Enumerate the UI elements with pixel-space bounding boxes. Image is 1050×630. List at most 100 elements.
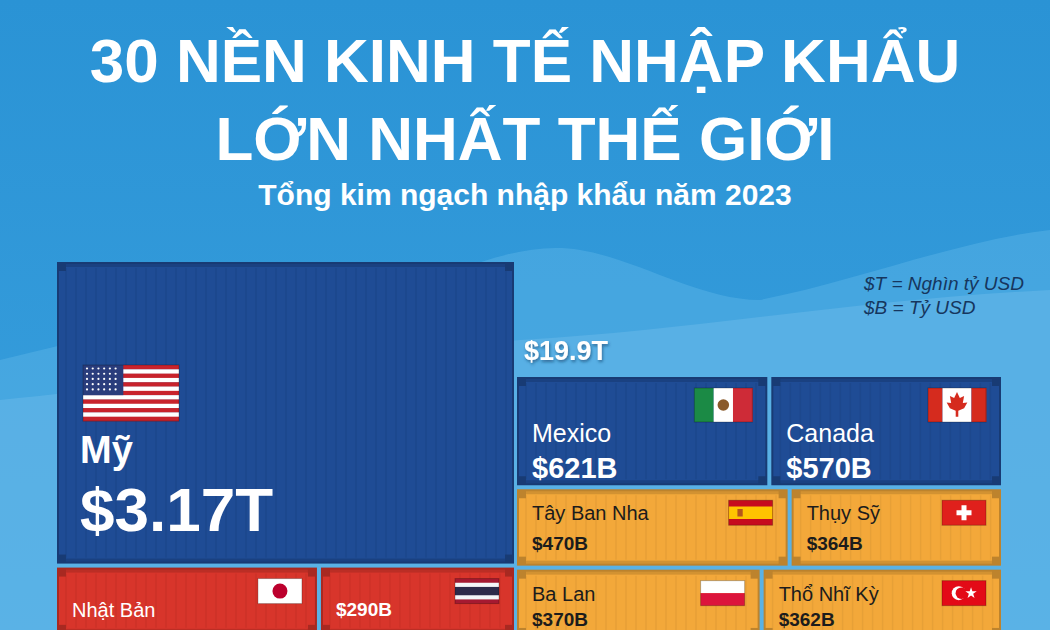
container-corner bbox=[992, 571, 1000, 579]
box-labels: $290B bbox=[336, 579, 499, 620]
flag-part bbox=[455, 583, 499, 600]
flag-part bbox=[83, 404, 179, 409]
data-label: $621B bbox=[532, 452, 617, 484]
flag-part bbox=[455, 579, 499, 604]
flag-border bbox=[942, 500, 986, 525]
container-rib bbox=[900, 383, 902, 479]
container-rib bbox=[75, 268, 77, 558]
box-labels: Mỹ$3.17T bbox=[80, 365, 273, 544]
flag-part bbox=[97, 367, 99, 369]
container-corner bbox=[772, 476, 780, 484]
container-rib bbox=[625, 383, 627, 479]
category-label: Ba Lan bbox=[532, 583, 595, 605]
container-rib bbox=[940, 495, 942, 559]
container-rib bbox=[235, 574, 237, 628]
container-corner bbox=[505, 569, 513, 577]
container-rib bbox=[415, 268, 417, 558]
container-box bbox=[58, 569, 316, 630]
container-rib bbox=[615, 576, 617, 630]
flag-part bbox=[103, 388, 105, 390]
flag-part bbox=[92, 388, 94, 390]
container-corner bbox=[58, 625, 66, 630]
container-rib bbox=[505, 268, 507, 558]
container-rail bbox=[518, 571, 759, 575]
container-rib bbox=[155, 574, 157, 628]
container-corner bbox=[58, 569, 66, 577]
flag-part bbox=[97, 383, 99, 385]
flag-part bbox=[733, 388, 753, 422]
container-rib bbox=[595, 576, 597, 630]
box-labels: Thụy Sỹ$364B bbox=[807, 500, 986, 554]
container-rib bbox=[920, 495, 922, 559]
flag-part bbox=[83, 399, 179, 404]
container-rib bbox=[175, 574, 177, 628]
container-rib bbox=[645, 576, 647, 630]
container-rib bbox=[685, 383, 687, 479]
category-label: Mỹ bbox=[80, 429, 133, 471]
box-labels: Mexico$621B bbox=[532, 388, 753, 484]
flag bbox=[729, 500, 773, 525]
flag-part bbox=[714, 388, 733, 422]
container-box bbox=[322, 569, 513, 630]
container-rib bbox=[295, 268, 297, 558]
container bbox=[518, 490, 787, 564]
flag-part bbox=[737, 509, 742, 517]
container-corner bbox=[518, 378, 526, 386]
flag-part bbox=[86, 373, 88, 375]
box-labels: Thổ Nhĩ Kỳ$362B bbox=[779, 581, 986, 630]
flag-border bbox=[694, 388, 752, 422]
container-rib bbox=[195, 574, 197, 628]
flag-part bbox=[97, 373, 99, 375]
flag-border bbox=[258, 579, 302, 604]
container-rib bbox=[525, 495, 527, 559]
container-rail bbox=[518, 561, 787, 565]
data-label: $570B bbox=[786, 452, 871, 484]
container-rib bbox=[800, 495, 802, 559]
flag-part bbox=[455, 587, 499, 595]
flag-part bbox=[729, 500, 773, 525]
container-rib bbox=[655, 383, 657, 479]
flag bbox=[258, 579, 302, 604]
category-label: Thổ Nhĩ Kỳ bbox=[779, 583, 879, 605]
container-rib bbox=[399, 574, 401, 628]
container-rib bbox=[305, 574, 307, 628]
data-label: $370B bbox=[532, 609, 588, 630]
flag-part bbox=[957, 510, 972, 515]
flag-part bbox=[701, 581, 745, 594]
flag bbox=[694, 388, 753, 422]
container-corner bbox=[992, 490, 1000, 498]
flag-part bbox=[86, 367, 88, 369]
container-rail bbox=[793, 490, 1000, 494]
flag-part bbox=[115, 367, 117, 369]
container bbox=[772, 378, 1000, 484]
container-rib bbox=[429, 574, 431, 628]
container-corner bbox=[751, 628, 759, 630]
container-rib bbox=[225, 574, 227, 628]
container-rib bbox=[780, 383, 782, 479]
container-rib bbox=[495, 268, 497, 558]
flag-part bbox=[258, 579, 302, 604]
flag-border bbox=[928, 388, 986, 422]
container-rail bbox=[772, 378, 1000, 382]
container-rib bbox=[675, 383, 677, 479]
annotation-note: $T = Nghìn tỷ USD bbox=[863, 273, 1024, 294]
flag-part bbox=[115, 388, 117, 390]
flag-part bbox=[956, 587, 968, 599]
container-rib bbox=[395, 268, 397, 558]
container-rail bbox=[58, 569, 316, 573]
container-rib bbox=[385, 268, 387, 558]
container-rib bbox=[625, 576, 627, 630]
container-rib bbox=[685, 495, 687, 559]
container-rib bbox=[409, 574, 411, 628]
box-labels: Tây Ban Nha$470B bbox=[532, 500, 773, 554]
container-rib bbox=[912, 576, 914, 630]
container-rib bbox=[655, 576, 657, 630]
container-rail bbox=[58, 629, 316, 630]
container-rib bbox=[922, 576, 924, 630]
container-rib bbox=[455, 268, 457, 558]
flag-border bbox=[83, 365, 179, 421]
container-rib bbox=[305, 268, 307, 558]
container-corner bbox=[518, 571, 526, 579]
container-corner bbox=[765, 628, 773, 630]
container-rail bbox=[518, 490, 787, 494]
